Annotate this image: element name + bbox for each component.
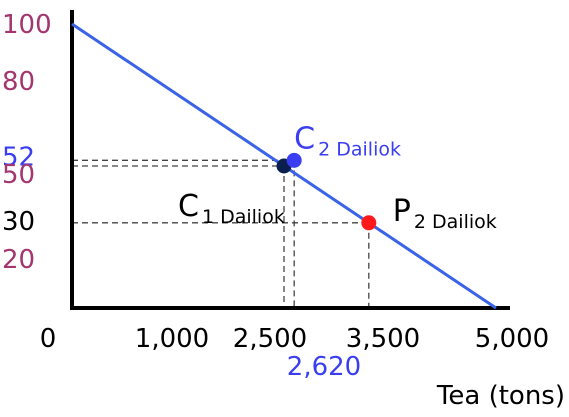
point-p2: [361, 215, 377, 231]
x-tick-2620: 2,620: [287, 352, 361, 382]
y-tick-100: 100: [2, 10, 52, 40]
y-tick-50: 50: [2, 160, 35, 190]
x-tick-0: 0: [40, 324, 57, 354]
guide-lines: [72, 159, 370, 308]
y-tick-80: 80: [2, 67, 35, 97]
x-tick-1000: 1,000: [135, 324, 209, 354]
y-tick-52: 52: [2, 142, 35, 172]
x-axis-label: Tea (tons): [436, 381, 565, 411]
y-tick-20: 20: [2, 245, 35, 275]
point-c2: [286, 152, 302, 168]
x-tick-2500: 2,500: [233, 324, 307, 354]
x-tick-3500: 3,500: [346, 324, 420, 354]
y-tick-30: 30: [2, 207, 35, 237]
x-tick-5000: 5,000: [475, 324, 549, 354]
